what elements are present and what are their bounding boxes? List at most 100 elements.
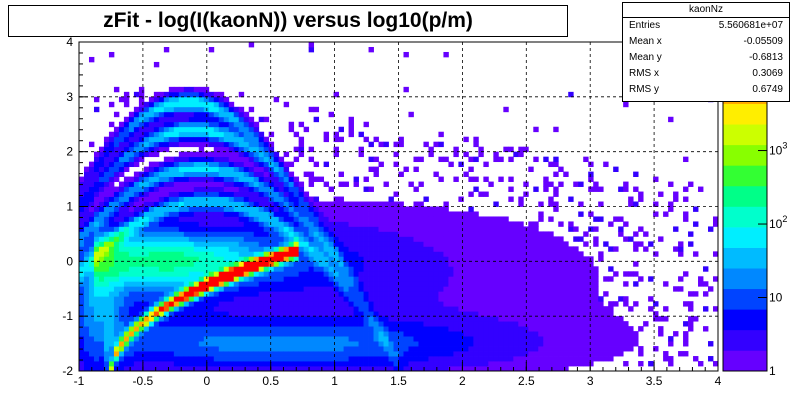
heatmap-cell xyxy=(308,331,315,337)
heatmap-cell xyxy=(118,201,125,207)
heatmap-cell xyxy=(508,246,514,252)
heatmap-cell xyxy=(663,211,669,217)
heatmap-cell xyxy=(238,221,245,227)
heatmap-cell xyxy=(138,236,145,242)
heatmap-cell xyxy=(683,336,689,342)
heatmap-cell xyxy=(128,241,135,247)
heatmap-cell xyxy=(163,366,170,372)
heatmap-cell xyxy=(278,271,285,277)
heatmap-cell xyxy=(303,211,310,217)
heatmap-cell xyxy=(168,236,175,242)
heatmap-cell xyxy=(528,226,534,232)
heatmap-cell xyxy=(593,351,599,357)
heatmap-cell xyxy=(173,321,180,327)
heatmap-cell xyxy=(458,341,464,347)
heatmap-cell xyxy=(253,256,260,262)
heatmap-cell xyxy=(628,196,634,202)
heatmap-cell xyxy=(448,276,454,282)
heatmap-cell xyxy=(488,291,494,297)
heatmap-cell xyxy=(248,186,255,192)
heatmap-cell xyxy=(248,356,255,362)
heatmap-cell xyxy=(253,286,260,292)
heatmap-cell xyxy=(563,321,569,327)
heatmap-cell xyxy=(108,351,115,357)
heatmap-cell xyxy=(123,356,130,362)
heatmap-cell xyxy=(228,141,235,148)
heatmap-cell xyxy=(428,261,434,267)
heatmap-cell xyxy=(233,126,240,133)
heatmap-cell xyxy=(193,86,200,93)
heatmap-cell xyxy=(178,171,185,177)
heatmap-cell xyxy=(213,91,220,98)
heatmap-cell xyxy=(463,351,469,357)
heatmap-cell xyxy=(233,301,240,307)
heatmap-cell xyxy=(413,356,419,362)
heatmap-cell xyxy=(183,211,190,217)
heatmap-cell xyxy=(148,361,155,367)
heatmap-cell xyxy=(388,231,394,237)
heatmap-cell xyxy=(698,276,704,282)
heatmap-cell xyxy=(103,141,110,148)
heatmap-cell xyxy=(263,276,270,282)
heatmap-cell xyxy=(113,241,120,247)
heatmap-cell xyxy=(348,356,354,362)
heatmap-cell xyxy=(608,346,614,352)
heatmap-cell xyxy=(528,271,534,277)
heatmap-cell xyxy=(258,221,265,227)
heatmap-cell xyxy=(413,301,419,307)
heatmap-cell xyxy=(328,346,334,352)
heatmap-cell xyxy=(348,366,354,372)
heatmap-cell xyxy=(608,341,614,347)
heatmap-cell xyxy=(148,151,155,158)
heatmap-cell xyxy=(108,246,115,252)
heatmap-cell xyxy=(263,246,270,252)
heatmap-cell xyxy=(93,281,100,287)
heatmap-cell xyxy=(298,121,305,128)
heatmap-cell xyxy=(103,236,110,242)
heatmap-cell xyxy=(273,96,280,103)
heatmap-cell xyxy=(633,171,639,177)
heatmap-cell xyxy=(268,206,275,212)
heatmap-cell xyxy=(548,246,554,252)
heatmap-cell xyxy=(348,326,354,332)
heatmap-cell xyxy=(183,276,190,282)
heatmap-cell xyxy=(108,316,115,322)
heatmap-cell xyxy=(233,171,240,177)
heatmap-cell xyxy=(218,281,225,287)
heatmap-cell xyxy=(123,351,130,357)
heatmap-cell xyxy=(208,256,215,262)
heatmap-cell xyxy=(153,211,160,217)
heatmap-cell xyxy=(143,131,150,138)
heatmap-cell xyxy=(123,226,130,232)
heatmap-cell xyxy=(393,301,399,307)
heatmap-cell xyxy=(538,201,544,207)
heatmap-cell xyxy=(258,286,265,292)
heatmap-cell xyxy=(153,151,160,158)
heatmap-cell xyxy=(573,311,579,317)
heatmap-cell xyxy=(303,321,310,327)
heatmap-cell xyxy=(143,296,150,302)
heatmap-cell xyxy=(493,356,499,362)
heatmap-cell xyxy=(408,286,414,292)
heatmap-cell xyxy=(413,316,419,322)
heatmap-cell xyxy=(308,251,315,257)
heatmap-cell xyxy=(283,256,290,262)
heatmap-cell xyxy=(258,331,265,337)
heatmap-cell xyxy=(628,336,634,342)
heatmap-cell xyxy=(198,326,205,332)
heatmap-cell xyxy=(353,271,359,277)
heatmap-cell xyxy=(188,336,195,342)
heatmap-cell xyxy=(273,251,280,257)
heatmap-cell xyxy=(293,181,300,187)
heatmap-cell xyxy=(138,91,145,98)
heatmap-cell xyxy=(158,281,165,287)
heatmap-cell xyxy=(558,301,564,307)
heatmap-cell xyxy=(108,271,115,277)
heatmap-cell xyxy=(383,271,389,277)
heatmap-cell xyxy=(498,306,504,312)
heatmap-cell xyxy=(83,291,90,297)
heatmap-cell xyxy=(623,301,629,307)
heatmap-cell xyxy=(313,321,320,327)
heatmap-cell xyxy=(168,306,175,312)
heatmap-cell xyxy=(293,281,300,287)
